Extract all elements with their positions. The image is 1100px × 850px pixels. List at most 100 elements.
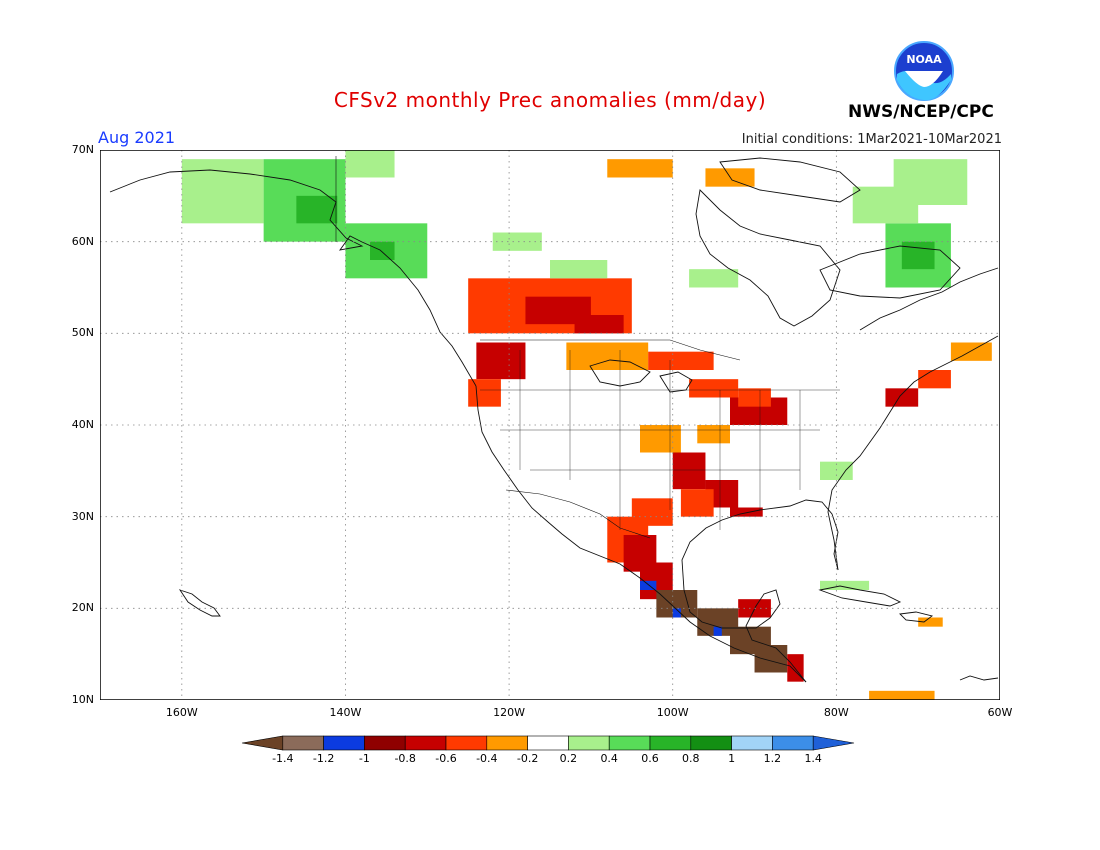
anomaly-cell <box>640 580 657 590</box>
noaa-logo: NOAA <box>893 40 955 106</box>
valid-month-label: Aug 2021 <box>98 128 176 147</box>
map-title: CFSv2 monthly Prec anomalies (mm/day) <box>333 88 767 112</box>
anomaly-cell <box>713 626 722 636</box>
legend-tick-label: 0.4 <box>600 752 618 765</box>
great-lakes-2 <box>659 371 693 393</box>
svg-text:NOAA: NOAA <box>906 53 942 66</box>
quebec-labrador <box>819 245 961 299</box>
initial-conditions-label: Initial conditions: 1Mar2021-10Mar2021 <box>741 132 1002 147</box>
legend-swatch <box>608 735 651 751</box>
us-mexico-border <box>505 489 651 539</box>
legend-tick-label: -0.2 <box>516 752 539 765</box>
legend-swatch <box>404 735 447 751</box>
legend-swatch <box>445 735 488 751</box>
anomaly-cell <box>345 150 395 178</box>
anomaly-cell <box>476 342 526 380</box>
cuba <box>818 585 902 607</box>
anomaly-cell <box>738 388 771 407</box>
anomaly-cell <box>672 452 706 490</box>
legend-tick-label: 0.8 <box>682 752 700 765</box>
legend-tick-label: -0.6 <box>435 752 457 765</box>
lat-label: 10N <box>71 693 94 706</box>
lon-label: 100W <box>656 706 689 719</box>
legend-tick-label: 1.4 <box>804 752 822 765</box>
lat-lon-grid <box>100 150 1000 700</box>
anomaly-cell <box>566 342 649 370</box>
anomaly-cell <box>680 489 714 517</box>
us-canada-border <box>480 339 741 361</box>
anomaly-cell <box>296 195 338 224</box>
political-borders <box>335 156 840 539</box>
legend-tick-label: -1 <box>358 752 370 765</box>
labrador-coast <box>859 267 999 331</box>
lat-label: 60N <box>71 234 94 248</box>
anomaly-cell <box>468 379 501 407</box>
legend-tick-label: -0.8 <box>394 752 416 765</box>
anomaly-cell <box>697 425 730 444</box>
hawaii <box>178 589 221 617</box>
legend-swatch <box>323 735 365 751</box>
color-legend <box>238 733 862 757</box>
lon-label: 160W <box>165 706 198 719</box>
state-borders-h <box>480 389 840 471</box>
state-borders <box>519 350 801 530</box>
anomaly-cell <box>787 654 804 682</box>
east-coast <box>827 335 999 571</box>
anomaly-shading <box>181 150 992 700</box>
lat-label: 20N <box>71 601 94 615</box>
agency-label: NWS/NCEP/CPC <box>848 102 994 122</box>
anomaly-cell <box>893 159 968 205</box>
west-coast-mexico <box>475 385 807 683</box>
alaska-bc-coast <box>109 169 477 387</box>
anomaly-cell <box>869 690 935 700</box>
legend-tick-label: -1.4 <box>272 752 294 765</box>
legend-arrow-left <box>241 735 284 751</box>
legend-swatch <box>690 735 732 751</box>
anomaly-cell <box>754 645 788 673</box>
lat-label: 30N <box>71 509 94 523</box>
anomaly-cell <box>689 269 739 288</box>
legend-swatch <box>649 735 692 751</box>
legend-swatch <box>527 735 569 751</box>
coastlines <box>109 157 999 683</box>
legend-swatch <box>364 735 406 751</box>
legend-tick-label: 0.6 <box>641 752 659 765</box>
anomaly-cell <box>885 388 919 407</box>
anomaly-cell <box>492 232 542 251</box>
anomaly-cell <box>918 370 951 389</box>
lon-label: 60W <box>987 706 1013 719</box>
anomaly-cell <box>820 461 853 480</box>
anomaly-cell <box>648 351 714 370</box>
legend-swatch <box>486 735 528 751</box>
lon-label: 80W <box>823 706 849 719</box>
anomaly-cell <box>550 260 608 279</box>
legend-tick-label: 1 <box>728 752 736 765</box>
great-lakes <box>589 359 651 387</box>
anomaly-cell <box>370 241 395 260</box>
anomaly-cell <box>901 241 935 270</box>
precip-anomaly-map <box>99 149 1001 704</box>
hispaniola <box>899 611 934 623</box>
lon-label: 140W <box>329 706 362 719</box>
legend-swatch <box>731 735 773 751</box>
legend-swatch <box>772 735 814 751</box>
lat-label: 50N <box>71 326 94 340</box>
baffin-area <box>719 157 861 203</box>
anomaly-cell <box>607 159 673 178</box>
anomaly-cell <box>574 315 624 334</box>
anomaly-cell <box>181 159 264 224</box>
anomaly-cell <box>640 425 681 453</box>
legend-tick-label: -0.4 <box>476 752 498 765</box>
legend-tick-label: -1.2 <box>312 752 335 765</box>
anomaly-cell <box>918 617 943 627</box>
anomaly-cell <box>730 507 763 517</box>
anomaly-cell <box>689 379 739 398</box>
south-america-coast <box>959 675 999 681</box>
anomaly-cell <box>672 608 681 618</box>
legend-arrow-right <box>812 735 855 751</box>
legend-swatch <box>568 735 610 751</box>
gulf-coast <box>681 499 839 683</box>
anomaly-cell <box>820 580 870 590</box>
legend-tick-label: 1.2 <box>763 752 782 765</box>
hudson-bay <box>695 189 841 327</box>
